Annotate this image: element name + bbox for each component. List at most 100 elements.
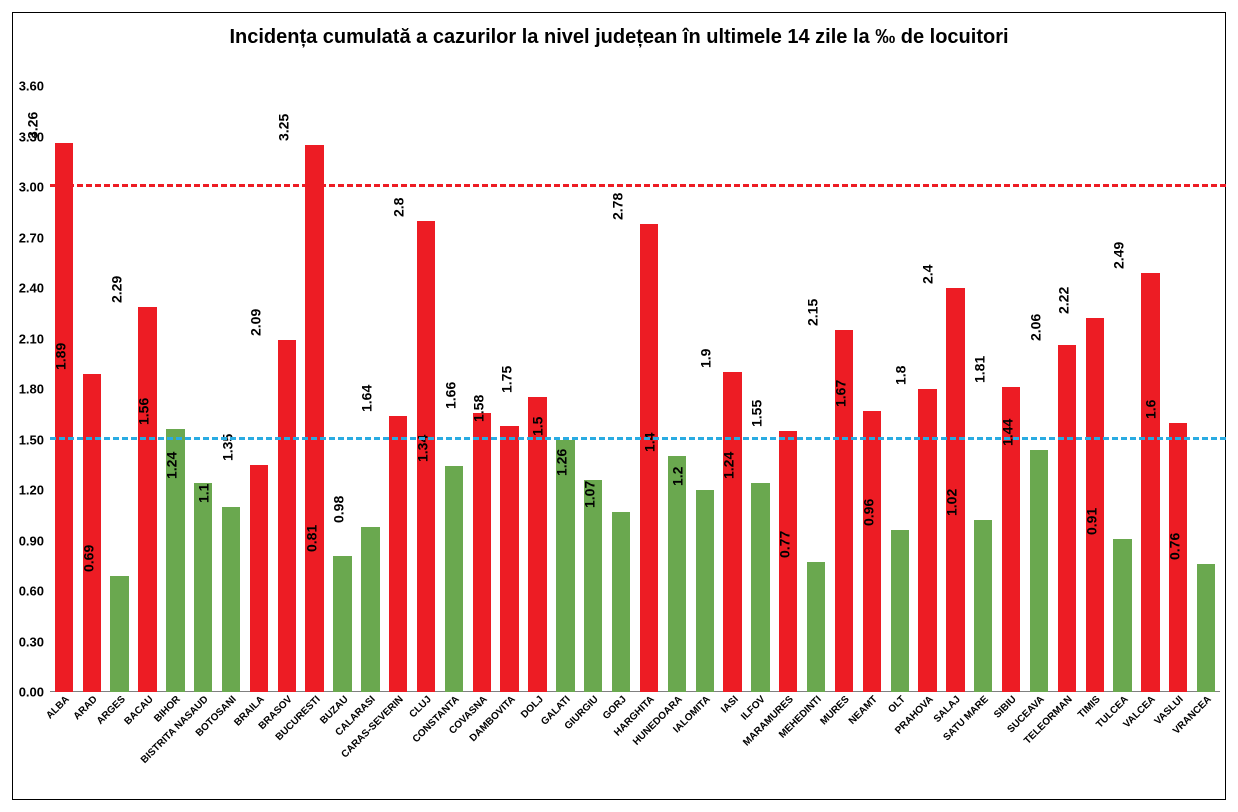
- bar-slot: 2.8: [412, 86, 440, 692]
- bar-slot: 2.49: [1137, 86, 1165, 692]
- bar-slot: 1.5: [551, 86, 579, 692]
- chart-container: Incidența cumulată a cazurilor la nivel …: [0, 0, 1238, 812]
- bar: 3.26: [55, 143, 73, 692]
- chart-title: Incidența cumulată a cazurilor la nivel …: [0, 26, 1238, 49]
- bar-slot: 0.77: [802, 86, 830, 692]
- bar-slot: 1.2: [691, 86, 719, 692]
- x-label-slot: IASI: [719, 694, 747, 794]
- bar-value-label: 1.9: [697, 349, 713, 372]
- bar-value-label: 2.09: [247, 309, 263, 340]
- reference-line: [50, 437, 1226, 440]
- bar-value-label: 2.06: [1027, 314, 1043, 345]
- bar-value-label: 1.07: [581, 481, 597, 512]
- bar-slot: 1.24: [189, 86, 217, 692]
- bar-value-label: 1.6: [1143, 399, 1159, 422]
- x-label-slot: HUNEDOARA: [663, 694, 691, 794]
- bar: 0.76: [1197, 564, 1215, 692]
- bar: 1.58: [500, 426, 518, 692]
- y-tick: 0.00: [0, 685, 44, 700]
- y-tick: 0.90: [0, 533, 44, 548]
- bar-value-label: 1.81: [972, 356, 988, 387]
- bar-slot: 1.07: [607, 86, 635, 692]
- x-labels-group: ALBAARADARGESBACAUBIHORBISTRITA NASAUDBO…: [50, 694, 1220, 794]
- bar-slot: 1.1: [217, 86, 245, 692]
- x-label-slot: MEHEDINTI: [802, 694, 830, 794]
- bar-slot: 2.4: [942, 86, 970, 692]
- bar: 2.29: [138, 307, 156, 692]
- x-label-slot: BRAILA: [245, 694, 273, 794]
- bar-value-label: 2.15: [804, 299, 820, 330]
- bar-slot: 1.75: [524, 86, 552, 692]
- bar: 0.91: [1113, 539, 1131, 692]
- x-label-slot: TIMIS: [1081, 694, 1109, 794]
- bar-value-label: 1.67: [832, 380, 848, 411]
- bar-slot: 3.25: [301, 86, 329, 692]
- x-label-slot: CONSTANTA: [440, 694, 468, 794]
- bar: 0.69: [110, 576, 128, 692]
- bar-slot: 1.89: [78, 86, 106, 692]
- x-label-slot: GORJ: [607, 694, 635, 794]
- y-tick: 1.50: [0, 432, 44, 447]
- bar-value-label: 1.2: [669, 467, 685, 490]
- bar: 2.09: [278, 340, 296, 692]
- bar-value-label: 3.25: [275, 114, 291, 145]
- y-tick: 1.20: [0, 483, 44, 498]
- bar-slot: 0.81: [329, 86, 357, 692]
- bar-value-label: 1.58: [470, 395, 486, 426]
- bar-value-label: 1.75: [498, 366, 514, 397]
- bar-slot: 1.8: [914, 86, 942, 692]
- bar: 1.44: [1030, 450, 1048, 692]
- bar: 1.64: [389, 416, 407, 692]
- x-label-slot: CARAS-SEVERIN: [384, 694, 412, 794]
- bar-value-label: 1.24: [164, 452, 180, 483]
- bar-value-label: 1.02: [944, 489, 960, 520]
- bar: 1.75: [528, 397, 546, 692]
- x-label-slot: BISTRITA NASAUD: [189, 694, 217, 794]
- bar: 1.2: [696, 490, 714, 692]
- bar: 1.02: [974, 520, 992, 692]
- bar-slot: 1.26: [579, 86, 607, 692]
- bar-value-label: 1.55: [749, 400, 765, 431]
- y-tick: 1.80: [0, 382, 44, 397]
- x-label-slot: PRAHOVA: [914, 694, 942, 794]
- bar: 1.24: [751, 483, 769, 692]
- bar: 0.77: [807, 562, 825, 692]
- bar-value-label: 1.24: [721, 452, 737, 483]
- bars-group: 3.261.890.692.291.561.241.11.352.093.250…: [50, 86, 1220, 692]
- bar: 1.67: [863, 411, 881, 692]
- bar-value-label: 0.76: [1167, 533, 1183, 564]
- x-label-slot: VASLUI: [1164, 694, 1192, 794]
- x-label-slot: DAMBOVITA: [496, 694, 524, 794]
- bar: 0.96: [891, 530, 909, 692]
- bar-value-label: 1.64: [359, 385, 375, 416]
- bar-slot: 1.24: [746, 86, 774, 692]
- bar-slot: 1.02: [969, 86, 997, 692]
- bar-slot: 1.44: [1025, 86, 1053, 692]
- bar: 2.78: [640, 224, 658, 692]
- bar-slot: 1.67: [858, 86, 886, 692]
- bar-slot: 0.69: [106, 86, 134, 692]
- bar: 1.8: [918, 389, 936, 692]
- bar-value-label: 1.89: [52, 343, 68, 374]
- bar-value-label: 1.66: [442, 381, 458, 412]
- bar-value-label: 2.78: [609, 193, 625, 224]
- bar-value-label: 0.77: [777, 531, 793, 562]
- bar: 1.89: [83, 374, 101, 692]
- bar: 3.25: [305, 145, 323, 692]
- y-tick: 2.10: [0, 331, 44, 346]
- bar: 0.98: [361, 527, 379, 692]
- bar: 1.4: [668, 456, 686, 692]
- bar-slot: 2.29: [134, 86, 162, 692]
- bar-slot: 1.6: [1164, 86, 1192, 692]
- y-tick: 3.00: [0, 180, 44, 195]
- bar-slot: 1.35: [245, 86, 273, 692]
- bar: 2.22: [1086, 318, 1104, 692]
- bar-slot: 1.55: [774, 86, 802, 692]
- x-label-slot: SALAJ: [942, 694, 970, 794]
- x-label-slot: NEAMT: [858, 694, 886, 794]
- bar-value-label: 0.96: [860, 499, 876, 530]
- x-label-slot: DOLJ: [524, 694, 552, 794]
- bar-value-label: 2.22: [1055, 287, 1071, 318]
- bar-slot: 1.4: [663, 86, 691, 692]
- bar-value-label: 0.91: [1083, 508, 1099, 539]
